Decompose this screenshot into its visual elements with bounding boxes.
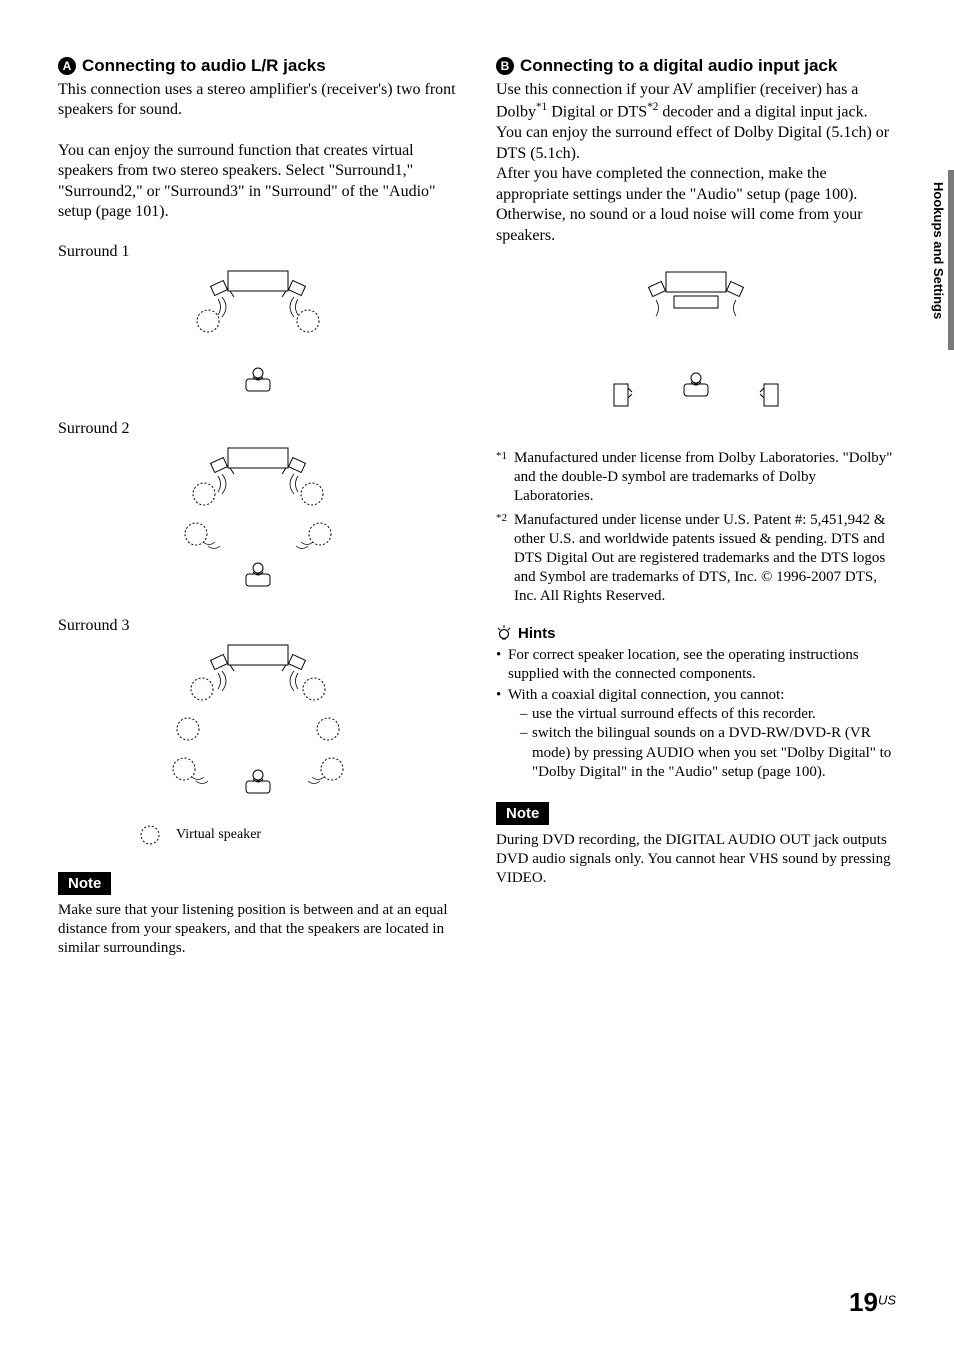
note-badge-right: Note — [496, 802, 549, 825]
sup-2: *2 — [647, 101, 658, 113]
surround1-diagram — [58, 265, 458, 410]
heading-a: A Connecting to audio L/R jacks — [58, 56, 458, 76]
right-p2: After you have completed the connection,… — [496, 164, 896, 246]
tab-bar — [948, 170, 954, 350]
surround3-diagram — [58, 639, 458, 814]
hint-1: For correct speaker location, see the op… — [496, 646, 896, 684]
heading-b: B Connecting to a digital audio input ja… — [496, 56, 896, 76]
hints-label: Hints — [518, 625, 556, 642]
heading-b-text: Connecting to a digital audio input jack — [520, 56, 837, 76]
tab-label: Hookups and Settings — [931, 182, 946, 319]
fn1-body: Manufactured under license from Dolby La… — [514, 449, 896, 507]
surround2-label: Surround 2 — [58, 420, 458, 438]
sup-1: *1 — [536, 101, 547, 113]
heading-a-text: Connecting to audio L/R jacks — [82, 56, 326, 76]
footnote-1: *1 Manufactured under license from Dolby… — [496, 449, 896, 507]
note-left: Make sure that your listening position i… — [58, 901, 458, 959]
right-p1-b: Digital or DTS — [547, 104, 647, 121]
right-p1: Use this connection if your AV amplifier… — [496, 80, 896, 164]
left-p2: You can enjoy the surround function that… — [58, 141, 458, 223]
fn2-mark: *2 — [496, 511, 514, 607]
right-column: B Connecting to a digital audio input ja… — [496, 56, 896, 958]
hint-bulb-icon — [496, 625, 512, 641]
letter-b-icon: B — [496, 57, 514, 75]
fn1-mark: *1 — [496, 449, 514, 507]
section-tab: Hookups and Settings — [930, 170, 954, 370]
hints-heading: Hints — [496, 625, 896, 642]
hint-2-lead: With a coaxial digital connection, you c… — [508, 687, 784, 703]
footnotes: *1 Manufactured under license from Dolby… — [496, 449, 896, 607]
surround2-diagram — [58, 442, 458, 607]
letter-a-icon: A — [58, 57, 76, 75]
digital-diagram — [496, 266, 896, 431]
page-suffix: US — [878, 1293, 896, 1308]
hint-2a: use the virtual surround effects of this… — [520, 705, 896, 724]
legend-text: Virtual speaker — [176, 827, 261, 843]
hint-2b: switch the bilingual sounds on a DVD-RW/… — [520, 724, 896, 782]
surround1-label: Surround 1 — [58, 243, 458, 261]
page-footer: 19US — [849, 1287, 896, 1318]
virtual-speaker-icon — [138, 824, 166, 846]
left-p1: This connection uses a stereo amplifier'… — [58, 80, 458, 121]
note-badge-left: Note — [58, 872, 111, 895]
left-column: A Connecting to audio L/R jacks This con… — [58, 56, 458, 958]
fn2-body: Manufactured under license under U.S. Pa… — [514, 511, 896, 607]
note-right: During DVD recording, the DIGITAL AUDIO … — [496, 831, 896, 889]
hints-list: For correct speaker location, see the op… — [496, 646, 896, 782]
surround3-label: Surround 3 — [58, 617, 458, 635]
hint-2: With a coaxial digital connection, you c… — [496, 686, 896, 782]
virtual-speaker-legend: Virtual speaker — [58, 824, 458, 846]
page-number: 19 — [849, 1287, 878, 1317]
footnote-2: *2 Manufactured under license under U.S.… — [496, 511, 896, 607]
